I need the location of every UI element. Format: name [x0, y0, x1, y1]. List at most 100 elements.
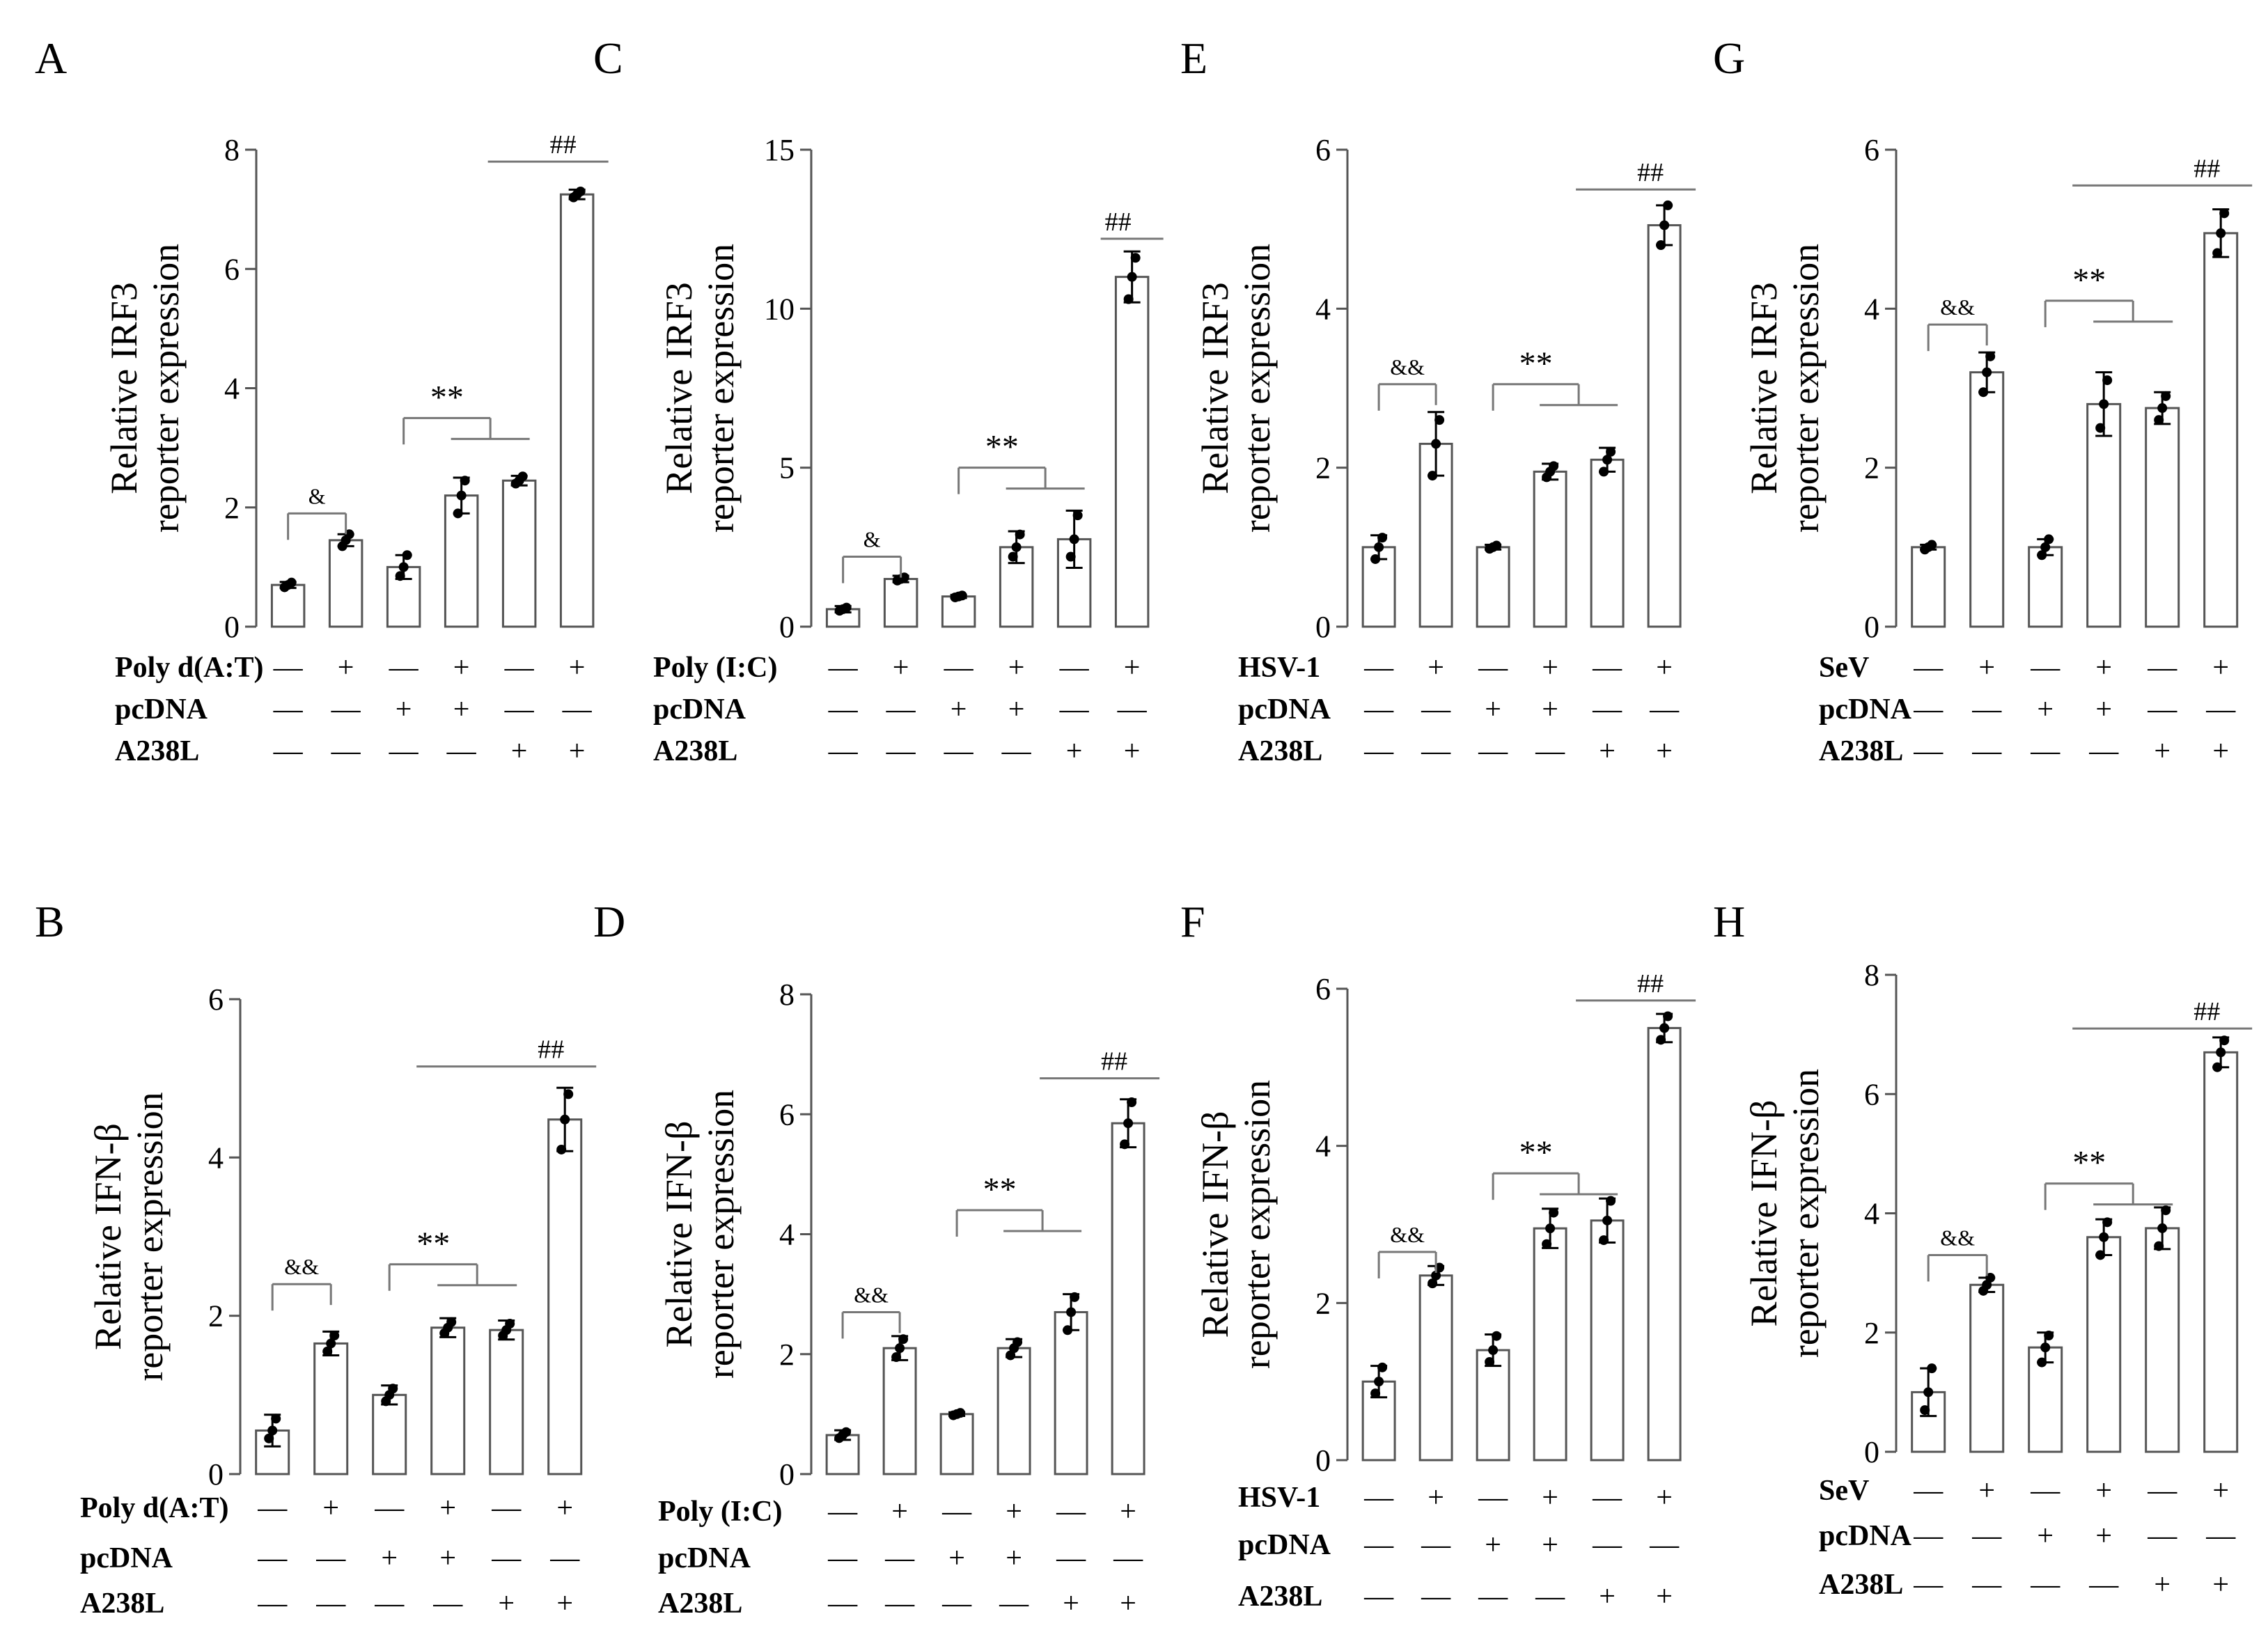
data-point	[1549, 1207, 1559, 1218]
data-point	[2216, 228, 2226, 238]
y-tick-label: 4	[1315, 292, 1331, 326]
data-point	[1434, 415, 1445, 425]
significance-label: ##	[550, 130, 577, 159]
bar	[1114, 276, 1150, 628]
data-point	[1428, 471, 1438, 481]
y-tick-label: 6	[1864, 133, 1879, 167]
treatment-label: A238L	[1819, 1569, 1903, 1601]
significance-label: &&	[284, 1254, 319, 1279]
treatment-label: Poly (I:C)	[658, 1496, 782, 1528]
y-tick-label: 10	[764, 292, 795, 326]
significance-label: &	[863, 527, 881, 552]
treatment-sign: —	[315, 1588, 346, 1620]
y-axis-title-line: Relative IRF3	[103, 282, 145, 494]
data-point	[1374, 542, 1384, 552]
treatment-sign: —	[1421, 735, 1451, 767]
significance-annotation: ##	[416, 1035, 597, 1068]
treatment-sign: +	[2154, 735, 2171, 767]
data-point	[1656, 240, 1666, 250]
treatment-sign: +	[1008, 694, 1025, 726]
significance-annotation: ##	[2072, 154, 2253, 187]
treatment-sign: +	[1542, 652, 1558, 684]
treatment-sign: —	[1592, 1482, 1622, 1514]
y-tick-label: 8	[779, 978, 795, 1012]
treatment-label: pcDNA	[1238, 1529, 1331, 1561]
treatment-sign: —	[1363, 694, 1394, 726]
y-tick-label: 4	[779, 1218, 795, 1252]
bar	[430, 1326, 466, 1475]
treatment-sign: —	[1059, 694, 1090, 726]
treatment-sign: —	[432, 1588, 463, 1620]
y-tick-label: 2	[1864, 451, 1879, 485]
treatment-sign: —	[1971, 1569, 2002, 1601]
y-tick-label: 0	[208, 1457, 224, 1491]
y-axis-title-line: Relative IRF3	[1194, 282, 1236, 494]
significance-label: **	[983, 1171, 1017, 1208]
y-axis-title: Relative IRF3 reporter expression	[103, 244, 187, 533]
y-axis-title-line: reporter expression	[1236, 1080, 1278, 1369]
data-point	[322, 1346, 333, 1356]
data-point	[2044, 534, 2054, 545]
treatment-sign: —	[2205, 694, 2236, 726]
treatment-sign: +	[2212, 1569, 2229, 1601]
significance-label: **	[2072, 1145, 2106, 1182]
data-point	[898, 1334, 909, 1345]
data-point	[1978, 387, 1989, 398]
y-axis-title-line: Relative IFN-β	[1743, 1100, 1785, 1327]
treatment-sign: +	[1542, 1529, 1558, 1561]
significance-label: ##	[1105, 207, 1132, 237]
bar	[501, 479, 537, 628]
data-point	[1011, 542, 1022, 552]
treatment-sign: —	[491, 1542, 522, 1574]
data-point	[402, 550, 412, 561]
treatment-sign: —	[1913, 1569, 1944, 1601]
treatment-sign: —	[1649, 1529, 1680, 1561]
data-point	[395, 571, 405, 581]
data-point	[2154, 1241, 2164, 1251]
data-point	[556, 1144, 567, 1154]
data-point	[1431, 1270, 1441, 1280]
data-point	[388, 1384, 398, 1394]
y-axis-title: Relative IFN-β reporter expression	[1194, 1080, 1278, 1369]
data-point	[1377, 1362, 1388, 1372]
treatment-sign: —	[2147, 1520, 2177, 1552]
significance-label: **	[1519, 345, 1553, 382]
data-point	[2095, 1250, 2106, 1260]
y-axis-title-line: reporter expression	[145, 244, 187, 533]
data-point	[1488, 1345, 1499, 1356]
bar	[1647, 224, 1682, 628]
treatment-sign: +	[951, 694, 967, 726]
treatment-sign: —	[446, 735, 477, 767]
data-point	[1599, 467, 1609, 477]
y-tick-label: 4	[1864, 292, 1879, 326]
significance-label: &&	[854, 1282, 889, 1307]
treatment-sign: —	[389, 735, 419, 767]
treatment-sign: —	[374, 1588, 405, 1620]
significance-annotation: &&	[1377, 354, 1437, 411]
treatment-sign: +	[1978, 1475, 1995, 1507]
treatment-sign: +	[569, 652, 586, 684]
significance-label: &	[308, 483, 326, 508]
significance-label: &&	[1390, 354, 1425, 379]
bar	[2145, 407, 2180, 628]
data-point	[841, 602, 852, 613]
bar	[2203, 232, 2239, 628]
treatment-sign: —	[1421, 1529, 1451, 1561]
y-axis-title: Relative IFN-β reporter expression	[658, 1090, 742, 1379]
treatment-sign: +	[1599, 1581, 1616, 1613]
significance-annotation: ##	[2072, 997, 2253, 1030]
bar	[1418, 1274, 1453, 1462]
y-axis-title: Relative IRF3 reporter expression	[1743, 244, 1827, 533]
bar	[270, 583, 306, 628]
treatment-sign: +	[893, 652, 909, 684]
data-point	[2102, 1217, 2113, 1228]
data-point	[1370, 554, 1381, 564]
y-axis-title-line: Relative IFN-β	[87, 1123, 129, 1350]
treatment-sign: —	[999, 1588, 1029, 1620]
significance-annotation: **	[955, 1171, 1082, 1237]
data-point	[456, 490, 467, 501]
treatment-label: pcDNA	[653, 694, 746, 726]
data-point	[267, 1425, 278, 1436]
bar	[882, 1347, 917, 1475]
significance-label: **	[985, 429, 1019, 466]
